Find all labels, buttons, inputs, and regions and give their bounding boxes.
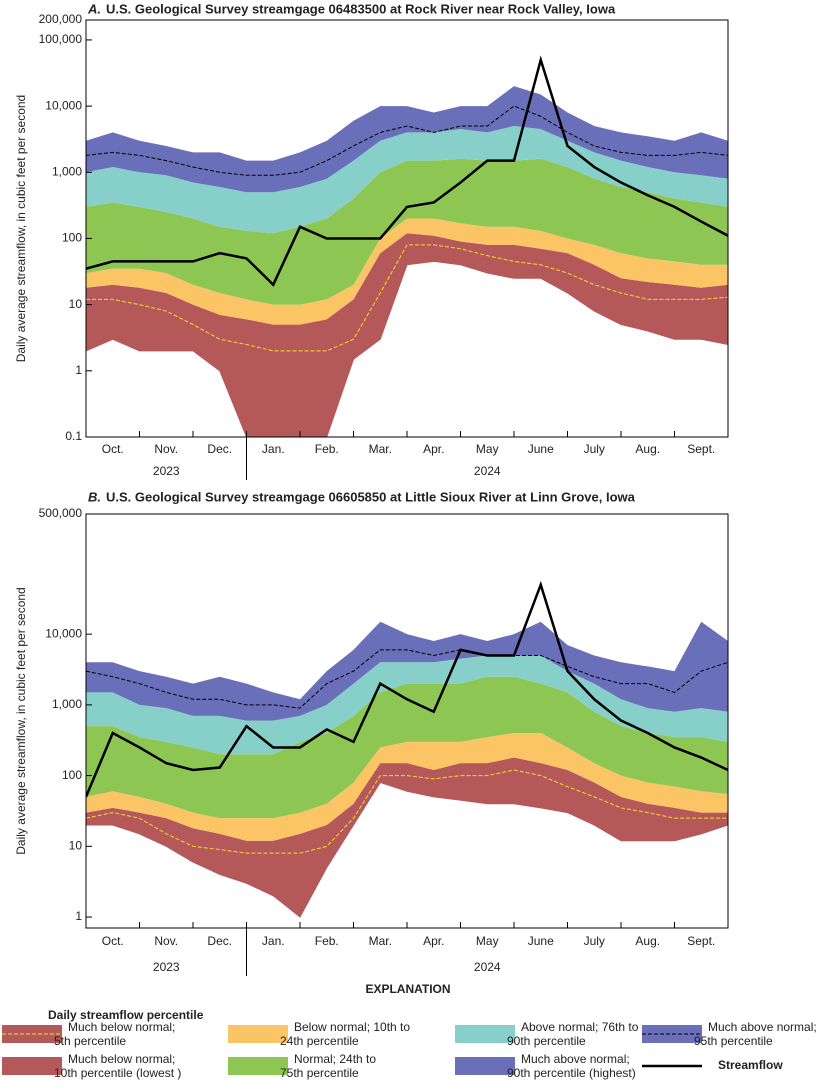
y-tick-label: 100 bbox=[62, 231, 82, 245]
y-tick-label: 100,000 bbox=[39, 32, 83, 46]
year-label: 2023 bbox=[153, 960, 180, 974]
percentile-band bbox=[86, 218, 728, 325]
y-axis-title: Daily average streamflow, in cubic feet … bbox=[14, 587, 28, 854]
percentile-band bbox=[86, 126, 728, 234]
percentile-line bbox=[86, 649, 728, 709]
plot bbox=[86, 580, 728, 918]
y-tick-label: 10 bbox=[69, 297, 83, 311]
x-tick-label: May bbox=[476, 442, 499, 456]
x-tick-label: Jan. bbox=[262, 934, 285, 948]
legend-label: Much above normal; bbox=[708, 1020, 817, 1034]
streamflow-line bbox=[86, 580, 728, 798]
chart-title: U.S. Geological Survey streamgage 066058… bbox=[106, 489, 636, 504]
x-tick-label: Sept. bbox=[687, 934, 715, 948]
x-tick-label: July bbox=[584, 934, 605, 948]
x-tick-label: Feb. bbox=[315, 442, 339, 456]
x-tick-label: June bbox=[528, 934, 554, 948]
legend-title: Daily streamflow percentile bbox=[48, 1008, 204, 1022]
legend-label: 95th percentile bbox=[694, 1034, 773, 1048]
year-label: 2023 bbox=[153, 464, 180, 478]
legend-label: Much below normal; bbox=[68, 1052, 175, 1066]
x-tick-label: Oct. bbox=[102, 934, 124, 948]
legend-label: 90th percentile (highest) bbox=[507, 1066, 636, 1080]
legend-label: 24th percentile bbox=[280, 1034, 359, 1048]
panel-label: B. bbox=[88, 489, 101, 504]
percentile-band bbox=[86, 621, 728, 721]
legend-label: 90th percentile bbox=[507, 1034, 586, 1048]
percentile-band bbox=[86, 655, 728, 755]
x-tick-label: May bbox=[476, 934, 499, 948]
legend-label: Much below normal; bbox=[68, 1020, 175, 1034]
percentile-band bbox=[86, 676, 728, 819]
legend-swatch bbox=[228, 1057, 288, 1075]
legend-swatch bbox=[2, 1057, 62, 1075]
percentile-band bbox=[86, 158, 728, 305]
panel-label: A. bbox=[87, 1, 101, 16]
legend-label: Streamflow bbox=[718, 1058, 783, 1072]
legend-label: Below normal; 10th to bbox=[294, 1020, 410, 1034]
y-tick-label: 500,000 bbox=[39, 506, 83, 520]
percentile-band bbox=[86, 233, 728, 437]
streamflow-line bbox=[86, 55, 728, 287]
legend-swatch bbox=[228, 1025, 288, 1043]
percentile-line bbox=[86, 244, 728, 352]
x-tick-label: Dec. bbox=[207, 442, 232, 456]
percentile-band bbox=[86, 757, 728, 918]
x-tick-label: July bbox=[584, 442, 605, 456]
y-axis-title: Daily average streamflow, in cubic feet … bbox=[14, 95, 28, 362]
y-tick-label: 1,000 bbox=[52, 164, 82, 178]
y-tick-label: 1 bbox=[75, 909, 82, 923]
x-tick-label: Oct. bbox=[102, 442, 124, 456]
y-tick-label: 100 bbox=[62, 768, 82, 782]
plot bbox=[86, 55, 728, 437]
x-tick-label: Feb. bbox=[315, 934, 339, 948]
legend-label: 10th percentile (lowest ) bbox=[54, 1066, 181, 1080]
x-tick-label: June bbox=[528, 442, 554, 456]
x-tick-label: Dec. bbox=[207, 934, 232, 948]
x-tick-label: Mar. bbox=[369, 934, 392, 948]
legend-heading: EXPLANATION bbox=[365, 982, 450, 996]
percentile-line bbox=[86, 769, 728, 854]
x-tick-label: Nov. bbox=[154, 934, 178, 948]
year-label: 2024 bbox=[474, 960, 501, 974]
x-tick-label: Aug. bbox=[635, 442, 660, 456]
y-tick-label: 10 bbox=[69, 838, 83, 852]
y-tick-label: 0.1 bbox=[65, 429, 82, 443]
legend-label: 75th percentile bbox=[280, 1066, 359, 1080]
x-tick-label: Jan. bbox=[262, 442, 285, 456]
percentile-band bbox=[86, 86, 728, 193]
legend-label: Normal; 24th to bbox=[294, 1052, 376, 1066]
legend-swatch bbox=[455, 1057, 515, 1075]
percentile-line bbox=[86, 105, 728, 176]
legend-swatch bbox=[455, 1025, 515, 1043]
x-tick-label: Nov. bbox=[154, 442, 178, 456]
chart-title: U.S. Geological Survey streamgage 064835… bbox=[106, 1, 616, 16]
legend-label: Much above normal; bbox=[521, 1052, 630, 1066]
y-tick-label: 10,000 bbox=[45, 98, 82, 112]
x-tick-label: Apr. bbox=[423, 442, 444, 456]
y-tick-label: 200,000 bbox=[39, 12, 83, 26]
x-tick-label: Sept. bbox=[687, 442, 715, 456]
y-tick-label: 10,000 bbox=[45, 626, 82, 640]
year-label: 2024 bbox=[474, 464, 501, 478]
x-tick-label: Aug. bbox=[635, 934, 660, 948]
x-tick-label: Apr. bbox=[423, 934, 444, 948]
percentile-band bbox=[86, 733, 728, 841]
x-tick-label: Mar. bbox=[369, 442, 392, 456]
legend-label: Above normal; 76th to bbox=[521, 1020, 639, 1034]
legend-label: 5th percentile bbox=[54, 1034, 126, 1048]
y-tick-label: 1,000 bbox=[52, 697, 82, 711]
y-tick-label: 1 bbox=[75, 363, 82, 377]
